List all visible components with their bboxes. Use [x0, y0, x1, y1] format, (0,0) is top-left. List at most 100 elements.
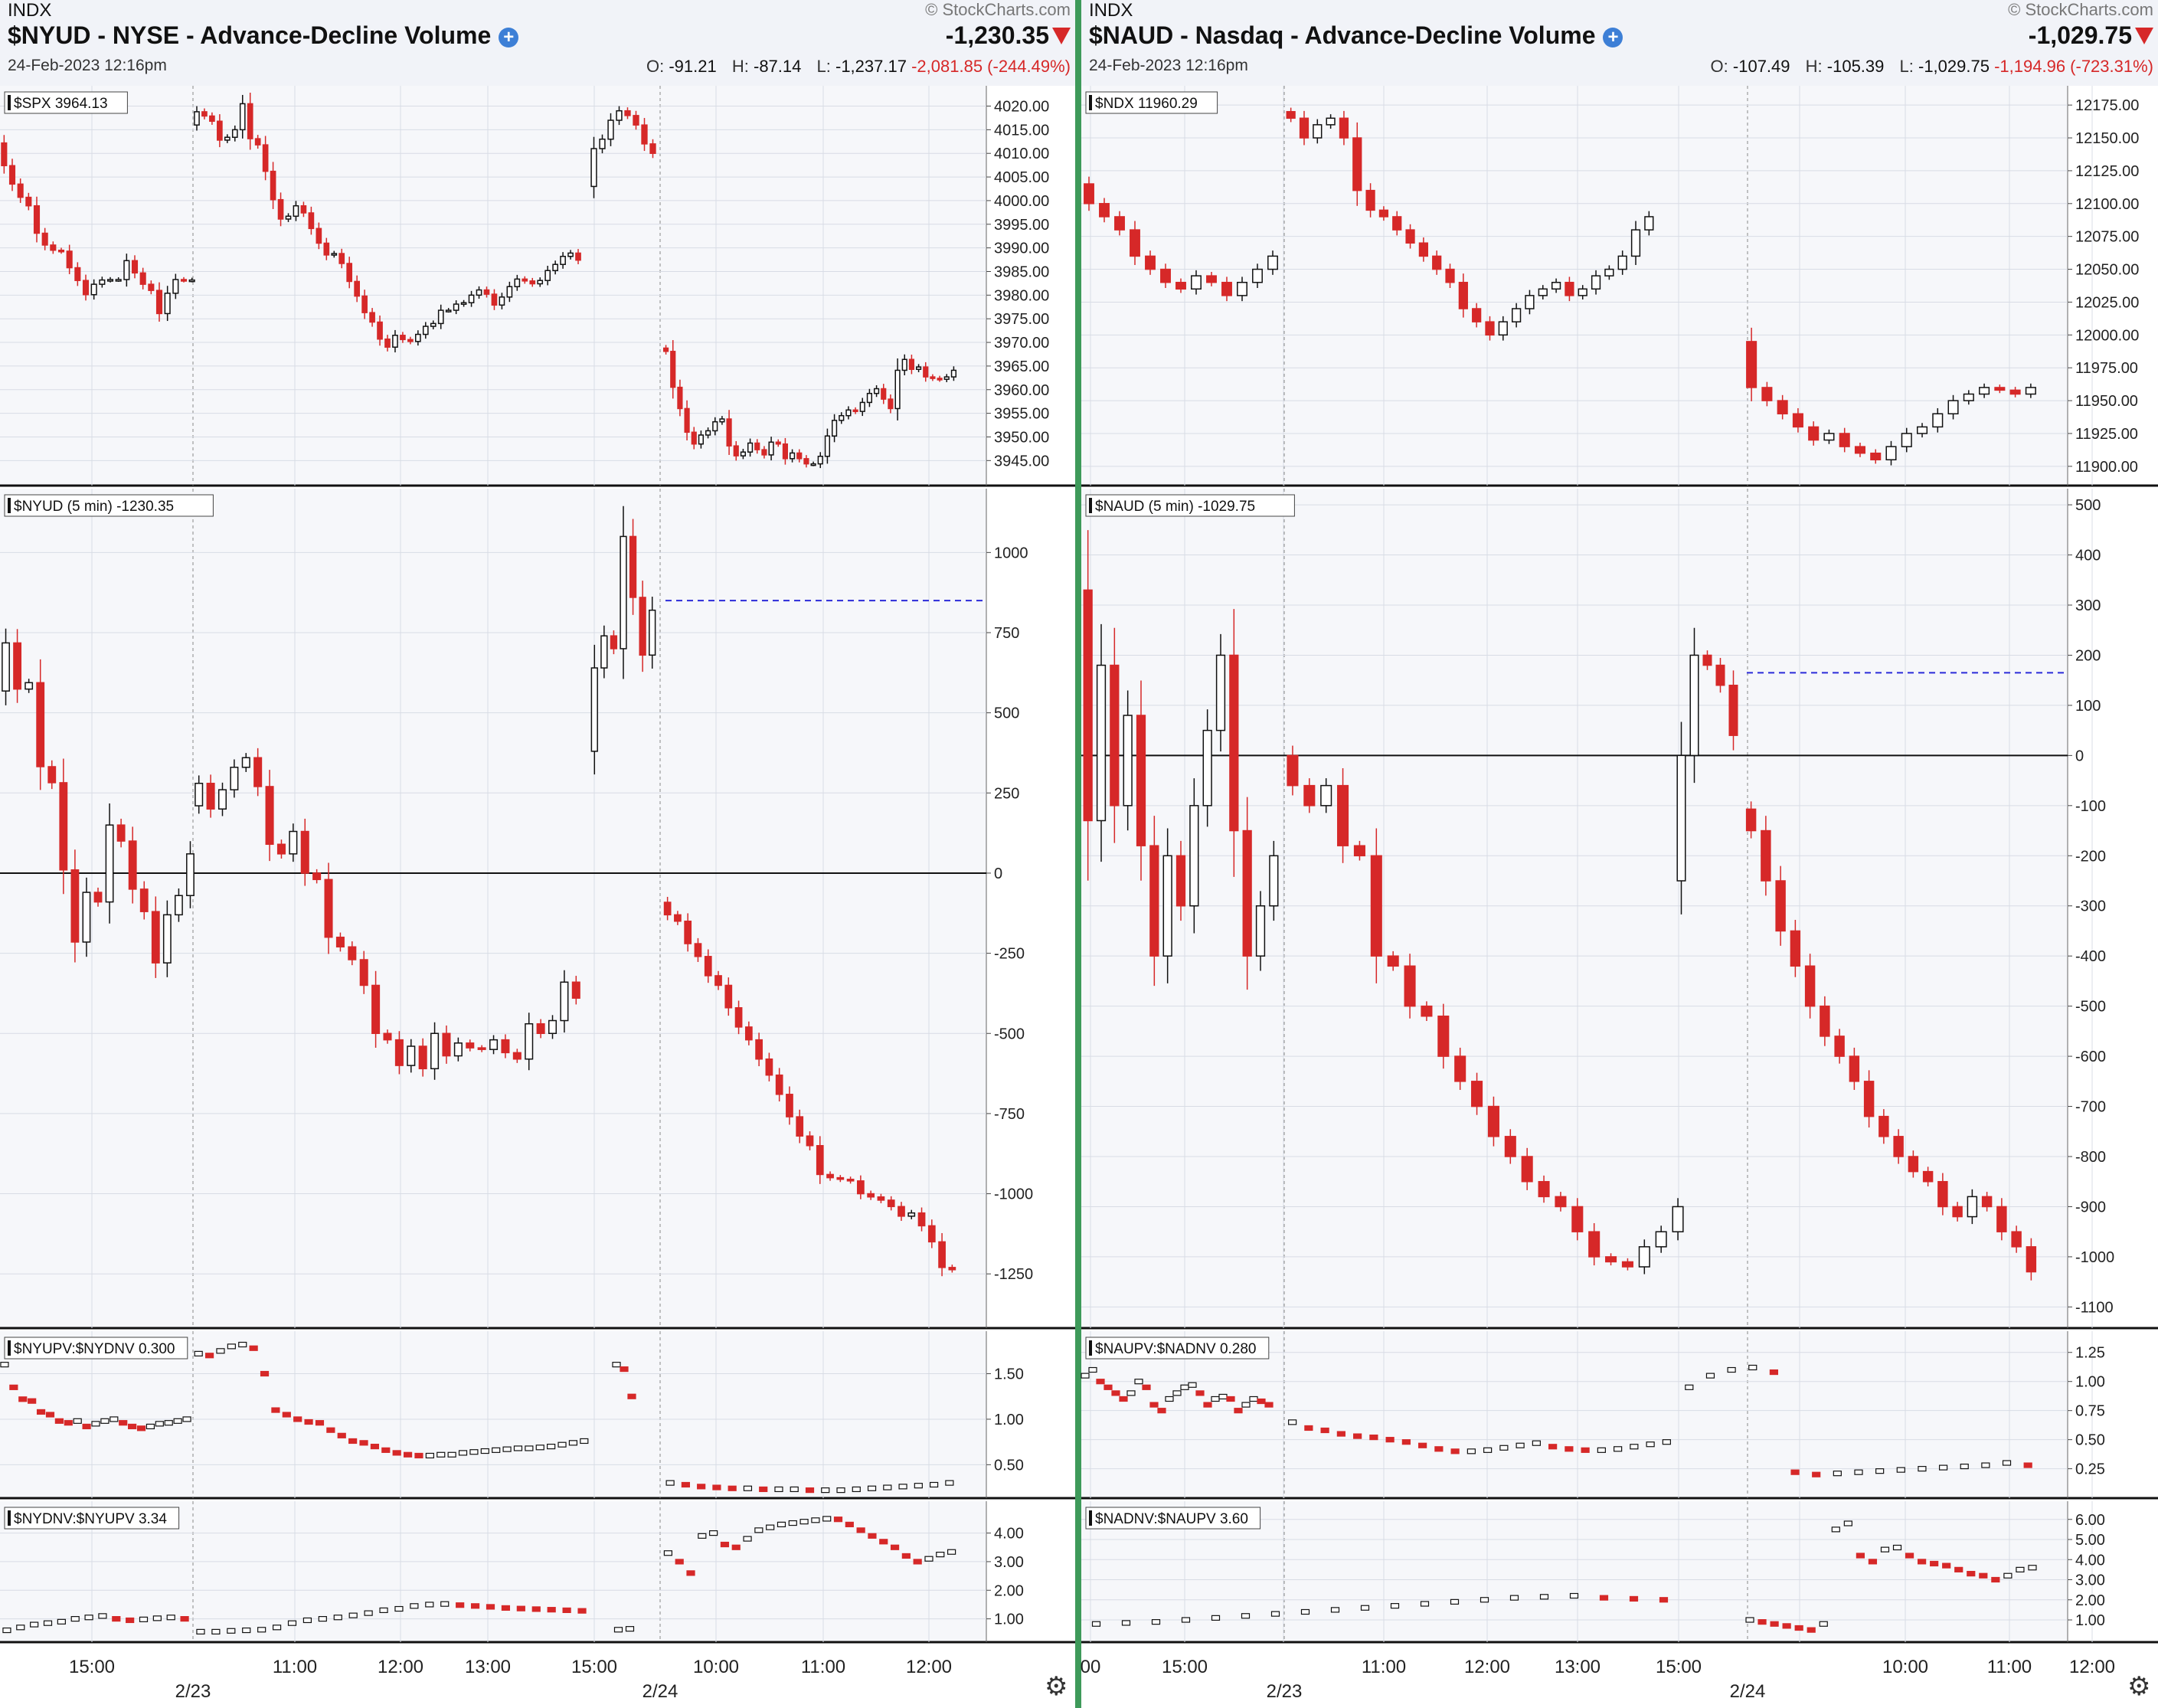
candle: [1849, 1055, 1860, 1082]
y-tick-label: 12125.00: [2075, 163, 2139, 180]
candle: [407, 1045, 416, 1066]
ratio-mark: [1960, 1463, 1969, 1470]
candle: [230, 767, 239, 790]
ratio-mark: [1599, 1595, 1609, 1601]
ratio-mark: [879, 1539, 888, 1545]
candle: [522, 278, 528, 282]
brand-label[interactable]: © StockCharts.com: [2008, 0, 2153, 19]
ratio-mark: [238, 1341, 247, 1348]
y-tick-label: -300: [2075, 898, 2106, 915]
x-axis-bg: [1081, 1644, 2158, 1708]
candle: [99, 279, 106, 285]
candle: [17, 183, 24, 198]
candle: [123, 260, 130, 280]
open-value: -107.49: [1732, 57, 1790, 76]
x-tick-label: 2/23: [175, 1681, 211, 1702]
candle: [59, 782, 68, 871]
y-tick-label: 1.25: [2075, 1345, 2105, 1362]
candle: [674, 914, 682, 922]
ratio-mark: [868, 1533, 877, 1539]
ratio-mark: [392, 1450, 401, 1456]
gear-icon[interactable]: ⚙: [2127, 1672, 2151, 1701]
candle: [47, 766, 57, 784]
candle: [1728, 684, 1738, 736]
x-tick-label: 13:00: [465, 1657, 511, 1677]
candle: [105, 824, 114, 903]
candle: [824, 435, 831, 457]
ratio-mark: [1483, 1447, 1493, 1453]
candle: [1745, 808, 1757, 832]
ratio-mark: [2016, 1566, 2025, 1572]
candle: [1237, 281, 1247, 296]
low-label: L:: [1899, 57, 1914, 76]
candle: [139, 888, 149, 912]
ratio-mark: [370, 1443, 380, 1450]
naud-chart-svg[interactable]: 12175.00 12150.00 12125.00 12100.00 12075.00…: [1081, 0, 2158, 1708]
ratio-mark: [1662, 1439, 1671, 1445]
x-tick-label: 15:00: [69, 1657, 115, 1677]
candle: [560, 255, 566, 265]
candle: [477, 1047, 486, 1050]
candle: [1485, 321, 1495, 336]
candle: [937, 378, 943, 381]
subchart-label-box: [4, 1337, 188, 1360]
subchart-1: 1000 750 500 250 0 -250 -500 -750 -1000 -1250 $NYU…: [0, 489, 1075, 1330]
candle: [338, 253, 345, 264]
candle: [768, 441, 774, 456]
gear-icon[interactable]: ⚙: [1045, 1672, 1068, 1701]
candle: [164, 293, 171, 315]
candle: [1149, 845, 1159, 957]
y-tick-label: 3.00: [2075, 1572, 2105, 1589]
ratio-mark: [620, 1366, 629, 1373]
brand-label[interactable]: © StockCharts.com: [925, 0, 1071, 19]
x-tick-label: 2/24: [1730, 1681, 1766, 1702]
candle: [253, 757, 263, 787]
y-tick-label: 12175.00: [2075, 97, 2139, 114]
nyud-chart-svg[interactable]: 4020.00 4015.00 4010.00 4005.00 4000.00 3995.…: [0, 0, 1075, 1708]
ratio-mark: [1241, 1402, 1251, 1408]
x-tick-label: 11:00: [1362, 1657, 1406, 1677]
ratio-mark: [337, 1432, 346, 1438]
y-tick-label: 12050.00: [2075, 262, 2139, 279]
candle: [744, 1026, 753, 1041]
candle: [506, 286, 513, 298]
ratio-mark: [293, 1416, 302, 1422]
candle: [33, 205, 41, 234]
plus-icon[interactable]: +: [499, 27, 519, 47]
candle: [155, 290, 163, 315]
ratio-mark: [513, 1445, 523, 1451]
ratio-mark: [242, 1627, 251, 1634]
y-tick-label: 1.00: [994, 1412, 1024, 1428]
candle: [525, 1023, 534, 1060]
candle: [41, 232, 48, 246]
y-tick-label: -100: [2075, 798, 2106, 815]
x-axis: 00 15:00 2/23 11:00 12:00 13:00 15:00 2/24 10:00…: [1081, 1644, 2158, 1708]
candle: [1538, 288, 1548, 296]
candle: [25, 682, 34, 690]
ratio-mark: [364, 1610, 373, 1616]
candle: [1746, 341, 1757, 388]
subchart-label-marker: [8, 498, 11, 513]
y-tick-label: 0.50: [994, 1457, 1024, 1474]
ratio-mark: [425, 1602, 434, 1608]
ratio-mark: [681, 1481, 690, 1488]
subchart-label: $NDX 11960.29: [1095, 96, 1198, 112]
candle: [662, 347, 669, 352]
candle: [224, 136, 231, 141]
candle: [1605, 1256, 1617, 1263]
open-value: -91.21: [669, 57, 717, 76]
candle: [1326, 117, 1336, 126]
candle: [239, 103, 246, 131]
ratio-mark: [1896, 1467, 1905, 1473]
candle: [867, 1193, 875, 1198]
ratio-mark: [1918, 1559, 1927, 1565]
candle: [1870, 452, 1882, 461]
y-tick-label: 2.00: [2075, 1592, 2105, 1609]
last-value: -1,029.75: [2028, 21, 2132, 49]
ratio-mark: [1418, 1442, 1427, 1448]
x-tick-label: 2/23: [1267, 1681, 1303, 1702]
candle: [1242, 829, 1252, 957]
ratio-mark: [1195, 1390, 1205, 1396]
plus-icon[interactable]: +: [1603, 27, 1623, 47]
ratio-mark: [139, 1616, 149, 1622]
